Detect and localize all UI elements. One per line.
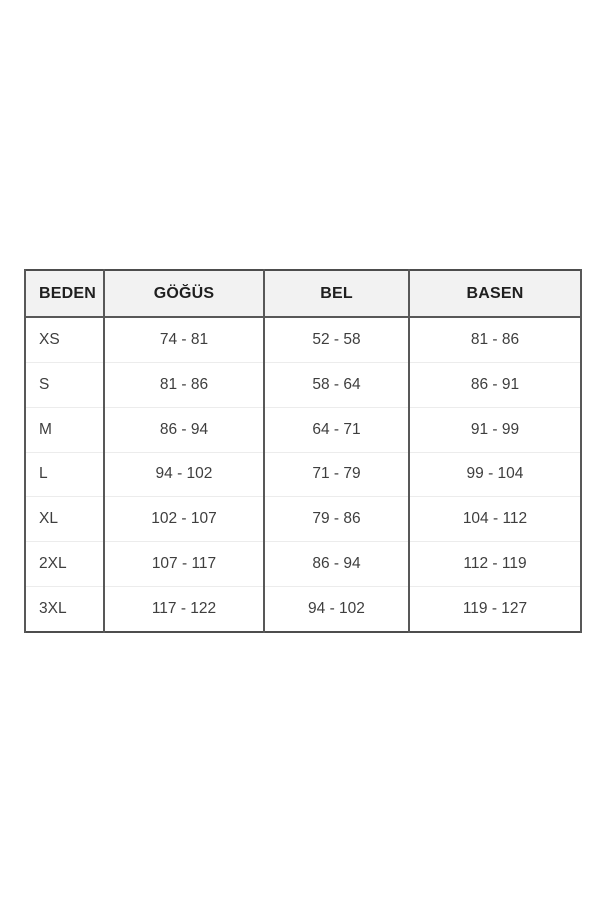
table-row-xs: XS 74 - 81 52 - 58 81 - 86 [24, 317, 582, 363]
waist-range: 58 - 64 [263, 362, 410, 408]
waist-range: 52 - 58 [263, 317, 410, 363]
column-header-waist: BEL [263, 270, 410, 318]
table-row-m: M 86 - 94 64 - 71 91 - 99 [24, 406, 582, 453]
chest-range: 86 - 94 [103, 406, 265, 453]
hips-range: 112 - 119 [408, 540, 582, 587]
waist-range: 64 - 71 [263, 406, 410, 453]
size-label: 2XL [24, 540, 105, 587]
chest-range: 107 - 117 [103, 540, 265, 587]
table-row-xl: XL 102 - 107 79 - 86 104 - 112 [24, 496, 582, 542]
hips-range: 91 - 99 [408, 406, 582, 453]
hips-range: 81 - 86 [408, 317, 582, 363]
chest-range: 94 - 102 [103, 451, 265, 497]
waist-range: 79 - 86 [263, 496, 410, 542]
header-row: BEDEN GÖĞÜS BEL BASEN [24, 270, 582, 318]
table-row-s: S 81 - 86 58 - 64 86 - 91 [24, 362, 582, 408]
chest-range: 81 - 86 [103, 362, 265, 408]
waist-range: 94 - 102 [263, 585, 410, 632]
table-row-l: L 94 - 102 71 - 79 99 - 104 [24, 451, 582, 497]
chest-range: 102 - 107 [103, 496, 265, 542]
column-header-size: BEDEN [24, 270, 105, 318]
size-label: 3XL [24, 585, 105, 632]
column-header-hips: BASEN [408, 270, 582, 318]
hips-range: 86 - 91 [408, 362, 582, 408]
size-label: S [24, 362, 105, 408]
hips-range: 99 - 104 [408, 451, 582, 497]
hips-range: 104 - 112 [408, 496, 582, 542]
size-label: L [24, 451, 105, 497]
size-label: M [24, 406, 105, 453]
chest-range: 117 - 122 [103, 585, 265, 632]
size-label: XS [24, 317, 105, 363]
waist-range: 71 - 79 [263, 451, 410, 497]
table-row-3xl: 3XL 117 - 122 94 - 102 119 - 127 [24, 585, 582, 632]
size-label: XL [24, 496, 105, 542]
column-header-chest: GÖĞÜS [103, 270, 265, 318]
hips-range: 119 - 127 [408, 585, 582, 632]
chest-range: 74 - 81 [103, 317, 265, 363]
waist-range: 86 - 94 [263, 540, 410, 587]
table-row-2xl: 2XL 107 - 117 86 - 94 112 - 119 [24, 540, 582, 587]
size-chart-table: BEDEN GÖĞÜS BEL BASEN XS 74 - 81 52 - 58… [24, 269, 582, 633]
